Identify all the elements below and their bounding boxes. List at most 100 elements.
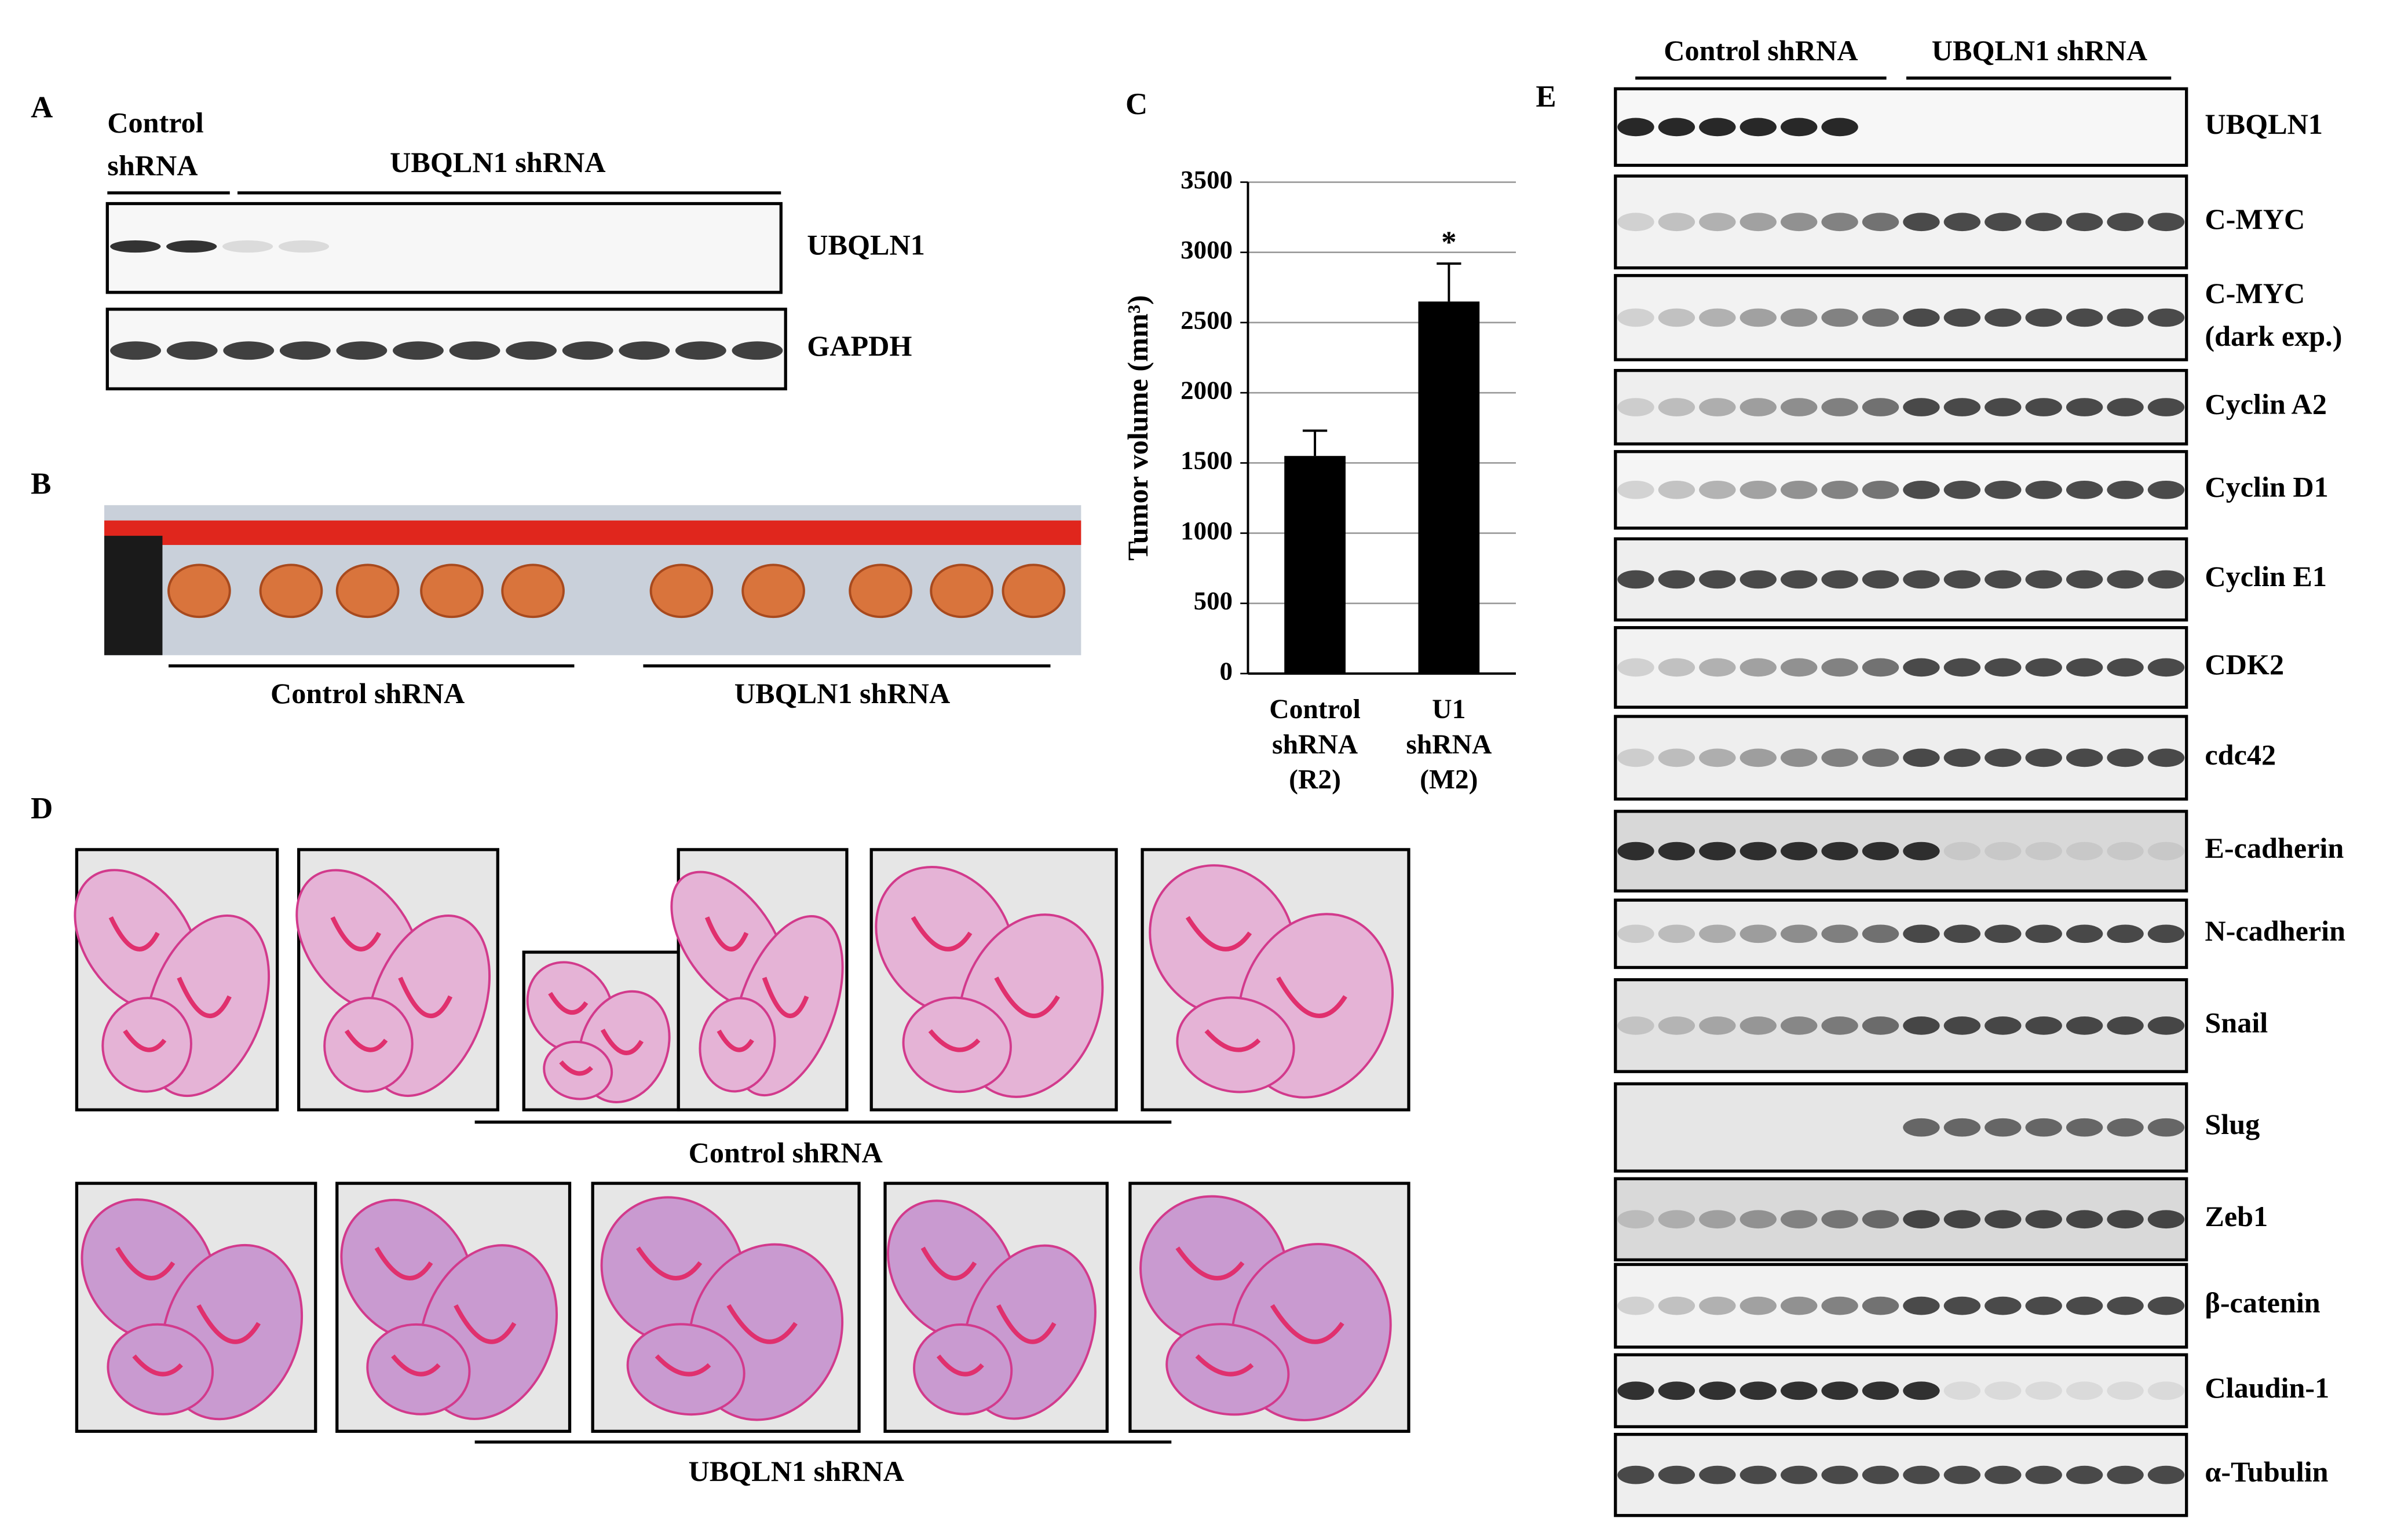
label: Control shRNA — [271, 677, 465, 709]
band — [2107, 1296, 2144, 1315]
band — [2107, 924, 2144, 943]
tissue — [295, 869, 491, 1098]
band — [1985, 480, 2022, 499]
band — [2107, 213, 2144, 232]
blot-label: Claudin-1 — [2205, 1371, 2329, 1404]
x-tick-label: shRNA — [1272, 730, 1358, 760]
band — [279, 341, 331, 360]
band — [2066, 308, 2103, 327]
tumor — [649, 564, 714, 619]
band — [1821, 1016, 1858, 1035]
band — [1943, 398, 1981, 416]
band — [2066, 1381, 2103, 1400]
tumor — [930, 564, 994, 619]
band — [2107, 398, 2144, 416]
vessel — [655, 1354, 711, 1377]
vessel — [454, 1304, 517, 1344]
y-tick-label: 3500 — [1181, 165, 1233, 194]
tissue — [600, 1196, 844, 1421]
vessel — [936, 1354, 984, 1377]
y-tick-label: 0 — [1220, 656, 1233, 685]
band — [1617, 480, 1654, 499]
band — [1985, 658, 2022, 677]
band — [1780, 118, 1818, 137]
band — [2147, 1210, 2185, 1229]
band — [1699, 1016, 1736, 1035]
annotation: * — [1441, 226, 1456, 259]
vessel — [636, 1246, 703, 1281]
band — [2147, 842, 2185, 861]
band — [675, 341, 726, 360]
band — [2107, 570, 2144, 589]
vessel — [996, 1304, 1057, 1344]
band — [1739, 842, 1777, 861]
band — [166, 341, 218, 360]
band — [2025, 213, 2062, 232]
band — [1658, 213, 1695, 232]
vessel — [391, 1354, 441, 1377]
band — [1821, 1465, 1858, 1484]
band — [1862, 924, 1899, 943]
band — [1862, 748, 1899, 767]
band — [1658, 118, 1695, 137]
error-bar — [1437, 262, 1461, 302]
band — [1617, 1465, 1654, 1484]
band — [1699, 1296, 1736, 1315]
bar — [1418, 301, 1480, 674]
band — [1699, 398, 1736, 416]
band — [2147, 658, 2185, 677]
tissue-lobe — [101, 997, 192, 1093]
tissue-lobe — [1176, 996, 1295, 1093]
band — [2107, 1118, 2144, 1137]
tumor — [259, 564, 323, 619]
band — [1658, 924, 1695, 943]
band — [2066, 924, 2103, 943]
tumor — [167, 564, 231, 619]
band — [1617, 398, 1654, 416]
band — [2066, 1118, 2103, 1137]
tissue-lobe — [107, 1323, 214, 1415]
band — [2147, 924, 2185, 943]
vessel — [1195, 1354, 1254, 1377]
band — [2107, 842, 2144, 861]
band — [2066, 748, 2103, 767]
blot-label: E-cadherin — [2205, 832, 2344, 864]
band — [1780, 842, 1818, 861]
tissue — [340, 1198, 558, 1420]
band — [2025, 570, 2062, 589]
band — [222, 240, 273, 253]
vessel — [132, 1354, 183, 1377]
band — [2066, 570, 2103, 589]
band — [1699, 658, 1736, 677]
tissue-lobe — [699, 997, 776, 1093]
band — [1943, 924, 1981, 943]
band — [2066, 480, 2103, 499]
band — [2107, 658, 2144, 677]
vessel — [196, 1304, 261, 1344]
band — [2066, 658, 2103, 677]
band — [2025, 748, 2062, 767]
band — [1699, 480, 1736, 499]
blot-label: Slug — [2205, 1108, 2260, 1140]
band — [1862, 1381, 1899, 1400]
tissue-lobe — [902, 996, 1012, 1093]
y-axis-title: Tumor volume (mm³) — [1121, 295, 1154, 561]
band — [2147, 398, 2185, 416]
band — [1821, 213, 1858, 232]
band — [1985, 748, 2022, 767]
band — [1739, 308, 1777, 327]
band — [1903, 570, 1940, 589]
band — [506, 341, 557, 360]
band — [1780, 924, 1818, 943]
band — [1658, 748, 1695, 767]
band — [1780, 748, 1818, 767]
band — [1699, 1381, 1736, 1400]
band — [1617, 924, 1654, 943]
band — [223, 341, 275, 360]
band — [1699, 1210, 1736, 1229]
band — [2147, 748, 2185, 767]
band — [1862, 398, 1899, 416]
vessel — [559, 1060, 594, 1076]
label: E — [1536, 80, 1556, 114]
band — [1739, 1381, 1777, 1400]
